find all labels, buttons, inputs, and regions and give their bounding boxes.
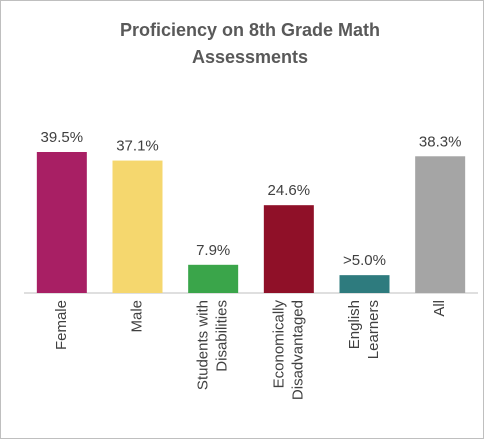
x-tick-label: Students with Disabilities (195, 300, 231, 390)
x-tick-label-group: Students with Disabilities (195, 300, 231, 390)
x-tick-label-group: All (431, 300, 448, 317)
bar (112, 160, 163, 293)
data-label: 24.6% (268, 182, 311, 199)
x-tick-label: Economically Disadvantaged (270, 300, 306, 401)
x-tick-label: English Learners (346, 300, 382, 359)
data-label: 7.9% (196, 242, 230, 259)
bar (339, 275, 390, 293)
x-tick-label: Female (53, 300, 70, 350)
data-label: 38.3% (419, 133, 462, 150)
x-tick-label: All (431, 300, 448, 317)
bar (415, 156, 466, 293)
bar (36, 152, 87, 293)
bar (188, 264, 239, 293)
x-tick-label-group: English Learners (346, 300, 382, 359)
chart-title: Proficiency on 8th Grade Math Assessments (120, 20, 380, 67)
bar (263, 205, 314, 293)
data-label: 39.5% (41, 129, 84, 146)
x-tick-label: Male (128, 300, 145, 333)
x-tick-label-group: Economically Disadvantaged (270, 300, 306, 401)
x-tick-label-group: Male (128, 300, 145, 333)
data-label: >5.0% (343, 252, 386, 269)
x-tick-label-group: Female (53, 300, 70, 350)
data-label: 37.1% (116, 138, 159, 155)
